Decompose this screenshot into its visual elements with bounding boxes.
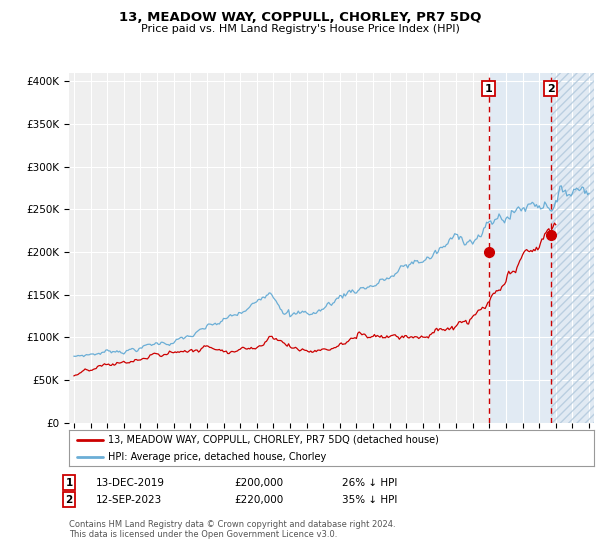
Text: 13, MEADOW WAY, COPPULL, CHORLEY, PR7 5DQ: 13, MEADOW WAY, COPPULL, CHORLEY, PR7 5D… <box>119 11 481 24</box>
Bar <box>551 73 594 423</box>
Text: 26% ↓ HPI: 26% ↓ HPI <box>342 478 397 488</box>
Text: Contains HM Land Registry data © Crown copyright and database right 2024.: Contains HM Land Registry data © Crown c… <box>69 520 395 529</box>
Text: 13, MEADOW WAY, COPPULL, CHORLEY, PR7 5DQ (detached house): 13, MEADOW WAY, COPPULL, CHORLEY, PR7 5D… <box>109 435 439 445</box>
Text: 35% ↓ HPI: 35% ↓ HPI <box>342 494 397 505</box>
Text: 1: 1 <box>65 478 73 488</box>
Text: 13-DEC-2019: 13-DEC-2019 <box>96 478 165 488</box>
Text: This data is licensed under the Open Government Licence v3.0.: This data is licensed under the Open Gov… <box>69 530 337 539</box>
Text: HPI: Average price, detached house, Chorley: HPI: Average price, detached house, Chor… <box>109 452 326 462</box>
Text: £200,000: £200,000 <box>234 478 283 488</box>
Text: 2: 2 <box>547 83 554 94</box>
Bar <box>488 73 594 423</box>
Text: 1: 1 <box>485 83 493 94</box>
Text: Price paid vs. HM Land Registry's House Price Index (HPI): Price paid vs. HM Land Registry's House … <box>140 24 460 34</box>
Text: £220,000: £220,000 <box>234 494 283 505</box>
Text: 12-SEP-2023: 12-SEP-2023 <box>96 494 162 505</box>
Text: 2: 2 <box>65 494 73 505</box>
